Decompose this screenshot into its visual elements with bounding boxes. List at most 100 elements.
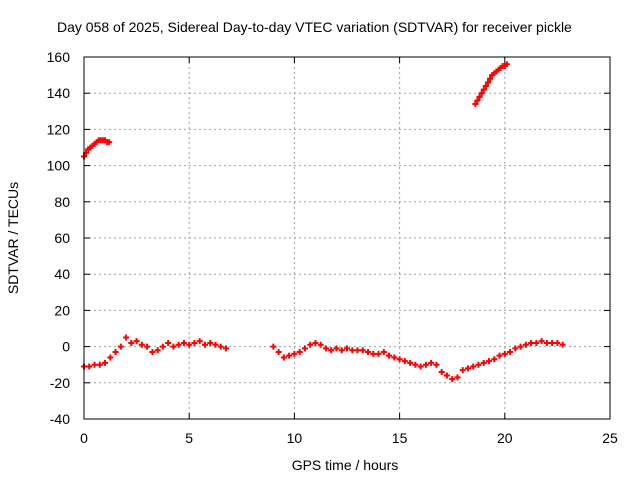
- data-point: [454, 374, 461, 381]
- x-tick-label: 0: [80, 430, 88, 446]
- data-point: [487, 75, 494, 82]
- data-point: [417, 363, 424, 370]
- data-point: [286, 352, 293, 359]
- data-point: [123, 334, 130, 341]
- data-point: [165, 339, 172, 346]
- data-point: [333, 345, 340, 352]
- data-point: [175, 341, 182, 348]
- data-point: [133, 338, 140, 345]
- data-point: [503, 61, 510, 68]
- data-point: [380, 349, 387, 356]
- x-tick-label: 5: [185, 430, 193, 446]
- x-tick-label: 15: [392, 430, 408, 446]
- y-tick-label: 0: [62, 339, 70, 355]
- data-point: [464, 365, 471, 372]
- data-point: [480, 359, 487, 366]
- data-point: [486, 358, 493, 365]
- data-point: [386, 352, 393, 359]
- data-point: [96, 361, 103, 368]
- data-point: [170, 343, 177, 350]
- data-point: [186, 341, 193, 348]
- data-point: [144, 343, 151, 350]
- y-tick-label: 80: [54, 194, 70, 210]
- data-point: [482, 82, 489, 89]
- data-points: [81, 61, 566, 383]
- data-point: [201, 341, 208, 348]
- data-point: [359, 347, 366, 354]
- data-point: [338, 347, 345, 354]
- y-tick-label: 140: [47, 85, 71, 101]
- y-tick-label: 120: [47, 121, 71, 137]
- data-point: [275, 349, 282, 356]
- data-point: [496, 352, 503, 359]
- data-point: [554, 339, 561, 346]
- x-tick-label: 25: [602, 430, 618, 446]
- data-point: [106, 139, 113, 146]
- grid: [84, 57, 610, 419]
- data-point: [491, 356, 498, 363]
- data-point: [112, 349, 119, 356]
- data-point: [149, 349, 156, 356]
- data-point: [296, 349, 303, 356]
- data-point: [86, 363, 93, 370]
- data-point: [138, 341, 145, 348]
- data-point: [117, 343, 124, 350]
- y-tick-label: 40: [54, 266, 70, 282]
- data-point: [484, 79, 491, 86]
- data-point: [480, 86, 487, 93]
- data-point: [396, 356, 403, 363]
- data-point: [512, 345, 519, 352]
- data-point: [270, 343, 277, 350]
- data-point: [128, 339, 135, 346]
- data-point: [472, 101, 479, 108]
- data-point: [191, 339, 198, 346]
- data-point: [291, 350, 298, 357]
- data-point: [533, 339, 540, 346]
- data-point: [196, 338, 203, 345]
- data-point: [375, 350, 382, 357]
- data-point: [349, 347, 356, 354]
- data-point: [154, 347, 161, 354]
- data-point: [507, 349, 514, 356]
- y-tick-label: 60: [54, 230, 70, 246]
- data-point: [543, 339, 550, 346]
- data-point: [365, 349, 372, 356]
- data-point: [280, 354, 287, 361]
- data-point: [449, 376, 456, 383]
- data-point: [401, 358, 408, 365]
- data-point: [317, 341, 324, 348]
- axis-ticks: 0 5 10 15 20 25 -40 -20 0 20 40 60 80 100 120 140 160: [47, 49, 618, 446]
- data-point: [470, 363, 477, 370]
- data-point: [307, 341, 314, 348]
- y-tick-label: -40: [50, 411, 70, 427]
- data-point: [322, 345, 329, 352]
- plot-frame: [83, 56, 611, 420]
- y-tick-label: 160: [47, 49, 71, 65]
- data-point: [538, 338, 545, 345]
- data-point: [474, 97, 481, 104]
- chart-title: Day 058 of 2025, Sidereal Day-to-day VTE…: [57, 19, 572, 35]
- data-point: [517, 343, 524, 350]
- data-point: [91, 361, 98, 368]
- data-point: [391, 354, 398, 361]
- y-tick-label: 100: [47, 158, 71, 174]
- data-point: [443, 372, 450, 379]
- data-point: [107, 354, 114, 361]
- data-point: [433, 361, 440, 368]
- x-axis-label: GPS time / hours: [292, 457, 399, 473]
- data-point: [428, 359, 435, 366]
- data-point: [559, 341, 566, 348]
- x-tick-label: 20: [497, 430, 513, 446]
- data-point: [212, 341, 219, 348]
- data-point: [217, 343, 224, 350]
- data-point: [159, 343, 166, 350]
- data-point: [407, 359, 414, 366]
- data-point: [223, 345, 230, 352]
- data-point: [207, 339, 214, 346]
- data-point: [412, 361, 419, 368]
- data-point: [549, 339, 556, 346]
- data-point: [459, 367, 466, 374]
- data-point: [522, 341, 529, 348]
- data-point: [312, 339, 319, 346]
